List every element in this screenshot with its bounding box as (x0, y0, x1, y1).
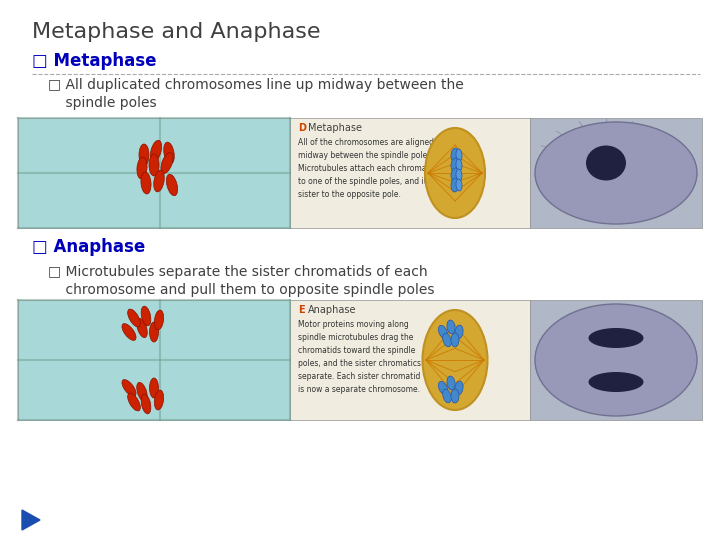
Bar (18, 300, 290, 420)
Text: spindle poles: spindle poles (48, 96, 157, 110)
Ellipse shape (161, 152, 173, 173)
Ellipse shape (153, 170, 164, 192)
Ellipse shape (451, 168, 459, 182)
Ellipse shape (122, 323, 136, 340)
Polygon shape (22, 510, 40, 530)
Ellipse shape (127, 393, 140, 411)
Ellipse shape (137, 157, 147, 179)
Ellipse shape (451, 148, 459, 162)
Ellipse shape (139, 144, 149, 166)
Text: chromatids toward the spindle: chromatids toward the spindle (298, 346, 415, 355)
Text: Metaphase and Anaphase: Metaphase and Anaphase (32, 22, 320, 42)
Ellipse shape (166, 174, 178, 195)
Text: poles, and the sister chromatics: poles, and the sister chromatics (298, 359, 421, 368)
Ellipse shape (141, 306, 151, 326)
Ellipse shape (127, 309, 140, 327)
Ellipse shape (149, 154, 159, 176)
Ellipse shape (150, 140, 161, 161)
Ellipse shape (438, 381, 448, 395)
Ellipse shape (451, 158, 459, 172)
Ellipse shape (456, 149, 462, 161)
Ellipse shape (154, 390, 163, 410)
Ellipse shape (455, 381, 463, 395)
Ellipse shape (586, 145, 626, 180)
Bar (290, 300, 530, 420)
Ellipse shape (455, 325, 463, 339)
Ellipse shape (456, 159, 462, 171)
Ellipse shape (425, 128, 485, 218)
Text: Microtubules attach each chromatid: Microtubules attach each chromatid (298, 164, 437, 173)
Ellipse shape (456, 169, 462, 181)
Text: Anaphase: Anaphase (308, 305, 356, 315)
Bar (530, 300, 702, 420)
Ellipse shape (163, 142, 174, 164)
Text: D: D (298, 123, 306, 133)
Ellipse shape (154, 310, 163, 330)
Ellipse shape (443, 389, 451, 403)
Ellipse shape (451, 389, 459, 403)
Text: □ Anaphase: □ Anaphase (32, 238, 145, 256)
Ellipse shape (150, 322, 158, 342)
Text: is now a separate chromosome.: is now a separate chromosome. (298, 385, 420, 394)
Bar (18, 118, 290, 228)
Ellipse shape (451, 178, 459, 192)
Text: separate. Each sister chromatid: separate. Each sister chromatid (298, 372, 420, 381)
Text: Metaphase: Metaphase (308, 123, 362, 133)
Text: □ Metaphase: □ Metaphase (32, 52, 156, 70)
Ellipse shape (456, 179, 462, 191)
Text: □ Microtubules separate the sister chromatids of each: □ Microtubules separate the sister chrom… (48, 265, 428, 279)
Bar (530, 118, 702, 228)
Ellipse shape (588, 328, 644, 348)
Ellipse shape (141, 394, 151, 414)
Text: chromosome and pull them to opposite spindle poles: chromosome and pull them to opposite spi… (48, 283, 434, 297)
Ellipse shape (122, 380, 136, 396)
Ellipse shape (438, 326, 448, 339)
Ellipse shape (423, 310, 487, 410)
Ellipse shape (447, 320, 455, 334)
Bar (290, 118, 530, 228)
Text: sister to the opposite pole.: sister to the opposite pole. (298, 190, 401, 199)
Text: midway between the spindle poles.: midway between the spindle poles. (298, 151, 433, 160)
Text: spindle microtubules drag the: spindle microtubules drag the (298, 333, 413, 342)
Ellipse shape (535, 304, 697, 416)
Ellipse shape (535, 122, 697, 224)
Text: Motor proteins moving along: Motor proteins moving along (298, 320, 409, 329)
Text: to one of the spindle poles, and its: to one of the spindle poles, and its (298, 177, 431, 186)
Ellipse shape (588, 372, 644, 392)
Text: All of the chromosomes are aligned: All of the chromosomes are aligned (298, 138, 434, 147)
Ellipse shape (443, 333, 451, 347)
Ellipse shape (447, 376, 455, 390)
Text: □ All duplicated chromosomes line up midway between the: □ All duplicated chromosomes line up mid… (48, 78, 464, 92)
Ellipse shape (141, 172, 151, 194)
Text: E: E (298, 305, 305, 315)
Ellipse shape (451, 333, 459, 347)
Ellipse shape (137, 319, 148, 338)
Ellipse shape (150, 378, 158, 398)
Ellipse shape (137, 382, 148, 402)
